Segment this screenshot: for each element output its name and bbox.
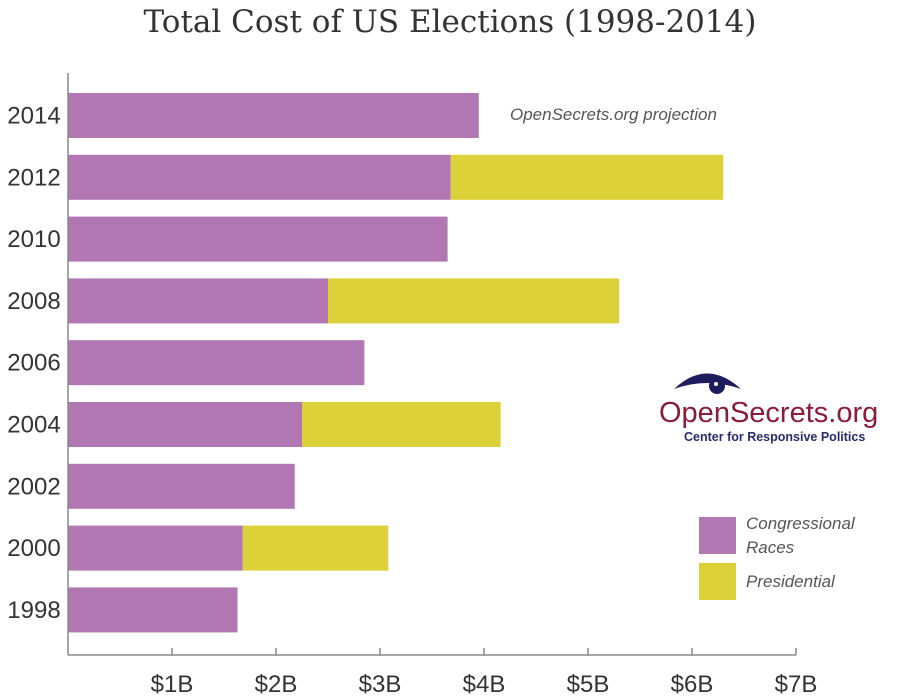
bar-2006-congressional [68, 340, 365, 386]
projection-annotation: OpenSecrets.org projection [510, 105, 717, 124]
eye-pupil-icon [709, 378, 725, 394]
x-tick-label: $4B [463, 671, 506, 698]
y-tick-label: 2012 [7, 164, 60, 191]
legend-swatch-congressional [699, 517, 736, 554]
legend-label-congressional-line2: Races [746, 538, 795, 557]
bars-layer [68, 93, 724, 633]
bar-2012-presidential [450, 154, 724, 200]
logo-tagline: Center for Responsive Politics [684, 430, 865, 444]
axis-layer: 2014 2012 2010 2008 2006 2004 2002 2000 1998 $1B $… [7, 73, 817, 698]
bar-2002-congressional [68, 463, 295, 509]
bar-2000-congressional [68, 525, 243, 571]
bar-1998-congressional [68, 587, 238, 633]
legend-label-congressional-line1: Congressional [746, 514, 856, 533]
y-tick-label: 2006 [7, 350, 60, 377]
x-tick-label: $6B [671, 671, 714, 698]
x-tick-label: $1B [151, 671, 194, 698]
bar-2008-congressional [68, 278, 328, 324]
legend: Congressional Races Presidential [699, 514, 856, 600]
legend-label-presidential: Presidential [746, 572, 836, 591]
logo-name: OpenSecrets.org [659, 397, 878, 429]
y-tick-label: 2002 [7, 473, 60, 500]
bar-2010-congressional [68, 216, 448, 262]
x-tick-label: $3B [359, 671, 402, 698]
y-tick-label: 2000 [7, 535, 60, 562]
x-tick-label: $2B [255, 671, 298, 698]
bar-2012-congressional [68, 154, 451, 200]
bar-2000-presidential [242, 525, 389, 571]
bar-2014-congressional [68, 93, 479, 138]
x-tick-label: $7B [775, 671, 818, 698]
y-tick-label: 1998 [7, 597, 60, 624]
bar-2008-presidential [328, 278, 620, 324]
y-tick-label: 2014 [7, 103, 60, 130]
bar-2004-presidential [302, 402, 501, 447]
bar-2004-congressional [68, 402, 302, 447]
y-tick-label: 2004 [7, 412, 60, 439]
legend-swatch-presidential [699, 563, 736, 600]
x-tick-label: $5B [567, 671, 610, 698]
chart-title: Total Cost of US Elections (1998-2014) [143, 4, 757, 40]
y-tick-label: 2008 [7, 288, 60, 315]
y-tick-label: 2010 [7, 226, 60, 253]
eye-icon [674, 373, 741, 389]
star-icon [714, 382, 718, 386]
opensecrets-logo: OpenSecrets.org Center for Responsive Po… [659, 373, 878, 444]
